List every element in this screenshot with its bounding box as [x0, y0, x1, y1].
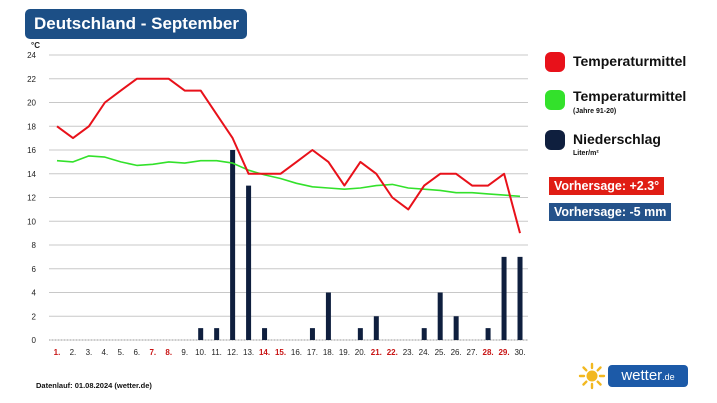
- precip-bar: [198, 328, 204, 340]
- legend-swatch-precip: [545, 130, 565, 150]
- x-tick-label: 4.: [102, 348, 109, 357]
- x-tick-label: 15.: [275, 348, 286, 357]
- y-tick-label: 8: [32, 241, 37, 250]
- logo-main: wetter: [621, 367, 663, 384]
- legend-swatch-temp: [545, 52, 565, 72]
- y-tick-label: 16: [27, 146, 36, 155]
- y-tick-label: 20: [27, 99, 36, 108]
- precip-bar: [357, 328, 363, 340]
- x-tick-label: 13.: [243, 348, 254, 357]
- y-unit-label: °C: [31, 41, 40, 50]
- x-tick-label: 28.: [483, 348, 494, 357]
- chart-title: Deutschland - September: [25, 9, 247, 39]
- y-tick-label: 14: [27, 170, 36, 179]
- x-tick-label: 20.: [355, 348, 366, 357]
- legend-label-temp: Temperaturmittel: [573, 53, 687, 69]
- legend-sub-precip: Liter/m²: [573, 150, 599, 157]
- x-tick-label: 12.: [227, 348, 238, 357]
- forecast-temp-badge: Vorhersage: +2.3°: [549, 177, 665, 195]
- sun-icon: [578, 362, 606, 390]
- y-tick-label: 4: [32, 289, 37, 298]
- legend-label-clim: Temperaturmittel: [573, 88, 687, 104]
- precip-bar: [373, 316, 379, 340]
- x-tick-label: 9.: [181, 348, 188, 357]
- data-run-note: Datenlauf: 01.08.2024 (wetter.de): [36, 381, 152, 390]
- precip-bar: [214, 328, 220, 340]
- x-tick-label: 6.: [133, 348, 140, 357]
- y-tick-label: 6: [32, 265, 37, 274]
- y-tick-label: 0: [32, 336, 37, 345]
- x-tick-label: 1.: [54, 348, 61, 357]
- precip-bar: [453, 316, 459, 340]
- x-tick-label: 25.: [435, 348, 446, 357]
- y-tick-label: 18: [27, 122, 36, 131]
- x-tick-label: 17.: [307, 348, 318, 357]
- x-tick-label: 29.: [498, 348, 509, 357]
- precip-bar: [246, 185, 252, 340]
- clim-line: [56, 155, 521, 198]
- x-tick-label: 2.: [70, 348, 77, 357]
- legend-label-precip: Niederschlag: [573, 131, 661, 147]
- x-tick-label: 23.: [403, 348, 414, 357]
- y-tick-label: 2: [32, 312, 37, 321]
- x-tick-label: 24.: [419, 348, 430, 357]
- temp-line: [56, 77, 521, 234]
- y-tick-label: 22: [27, 75, 36, 84]
- x-tick-label: 10.: [195, 348, 206, 357]
- x-tick-label: 27.: [467, 348, 478, 357]
- logo-suffix: .de: [662, 372, 675, 382]
- x-tick-label: 26.: [451, 348, 462, 357]
- x-tick-label: 22.: [387, 348, 398, 357]
- legend-sub-clim: (Jahre 91-20): [573, 108, 617, 115]
- y-tick-label: 12: [27, 194, 36, 203]
- y-tick-label: 10: [27, 217, 36, 226]
- legend-swatch-clim: [545, 90, 565, 110]
- precip-bar: [485, 328, 491, 340]
- x-tick-label: 3.: [86, 348, 93, 357]
- y-tick-label: 24: [27, 51, 36, 60]
- precip-bar: [325, 292, 331, 340]
- x-tick-label: 18.: [323, 348, 334, 357]
- precip-bar: [501, 256, 507, 340]
- x-tick-label: 30.: [514, 348, 525, 357]
- x-tick-label: 8.: [165, 348, 172, 357]
- x-tick-label: 16.: [291, 348, 302, 357]
- logo-wordmark: wetter.de: [608, 365, 688, 387]
- precip-bar: [421, 328, 427, 340]
- precip-bar: [230, 150, 236, 340]
- x-tick-label: 11.: [211, 348, 222, 357]
- precip-bar: [262, 328, 268, 340]
- x-tick-label: 21.: [371, 348, 382, 357]
- precip-bar: [437, 292, 443, 340]
- precip-bar: [517, 256, 523, 340]
- forecast-precip-badge: Vorhersage: -5 mm: [549, 203, 672, 221]
- x-tick-label: 5.: [118, 348, 125, 357]
- x-tick-label: 19.: [339, 348, 350, 357]
- x-tick-label: 7.: [149, 348, 156, 357]
- x-tick-label: 14.: [259, 348, 270, 357]
- wetter-logo[interactable]: wetter.de: [578, 362, 690, 390]
- precip-bar: [309, 328, 315, 340]
